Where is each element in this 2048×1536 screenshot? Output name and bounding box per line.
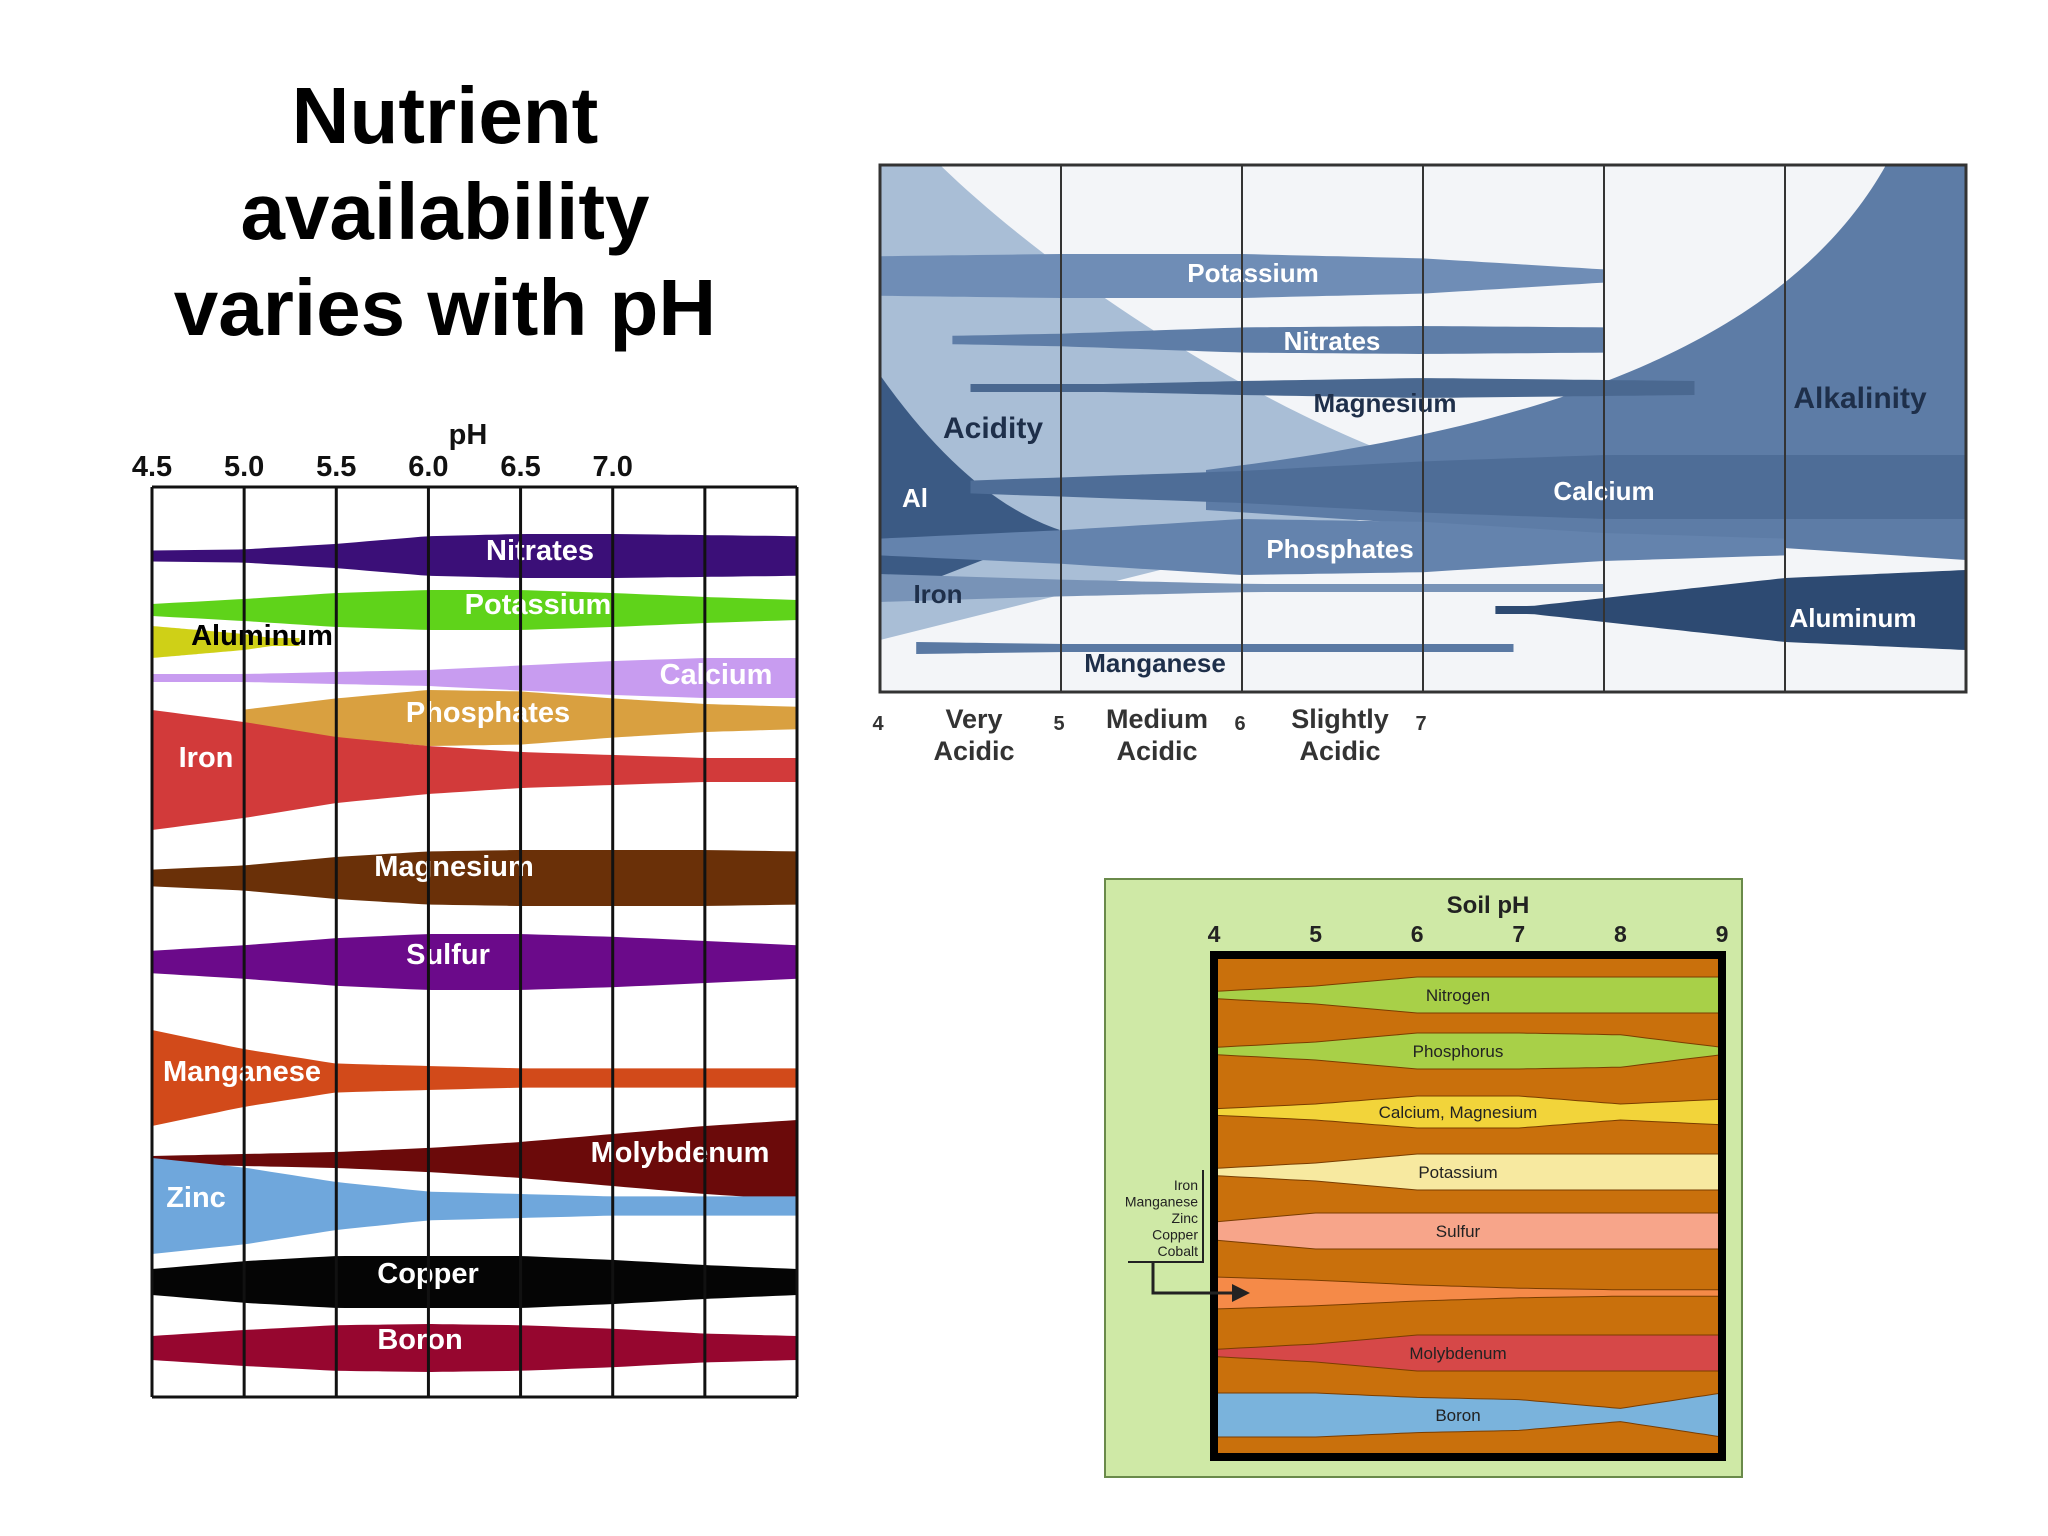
label-magnesium: Magnesium — [1313, 388, 1456, 418]
plot-frame — [1210, 951, 1726, 1461]
band-aluminum — [152, 626, 300, 658]
label-nitrates: Nitrates — [1284, 326, 1381, 356]
band-sulfur — [152, 934, 797, 990]
category-label-medium-acidic: Medium Acidic — [1106, 704, 1208, 766]
bracket-label-copper: Copper — [1152, 1227, 1198, 1243]
band-aluminum — [1495, 570, 1966, 650]
label-al: Al — [902, 483, 928, 513]
category-word: Acidic — [1116, 736, 1197, 766]
label-boron: Boron — [1435, 1406, 1480, 1425]
tick-label: 4 — [1208, 921, 1221, 947]
label-molybdenum: Molybdenum — [1409, 1344, 1506, 1363]
band-molybdenum — [152, 1120, 797, 1200]
tick-label: 5.5 — [316, 451, 356, 483]
band-manganese — [152, 1030, 797, 1126]
category-label-very-acidic: Very Acidic — [933, 704, 1014, 766]
tick-label: 7 — [1415, 713, 1426, 735]
band-iron — [152, 710, 797, 830]
label-sulfur: Sulfur — [406, 939, 490, 971]
bracket-arrow-line — [1151, 1262, 1232, 1295]
tick-label: 6.0 — [408, 451, 448, 483]
label-calcium: Calcium — [660, 659, 773, 691]
band-magnesium — [152, 850, 797, 906]
category-word: Very — [945, 704, 1002, 734]
tick-label: 8 — [1614, 921, 1627, 947]
bracket-arrowhead — [1232, 1284, 1250, 1302]
label-zinc: Zinc — [166, 1182, 226, 1214]
label-iron: Iron — [179, 742, 234, 774]
label-iron: Iron — [913, 579, 962, 609]
tick-label: 6 — [1411, 921, 1424, 947]
label-alkalinity: Alkalinity — [1793, 382, 1927, 415]
label-acidity: Acidity — [943, 412, 1043, 445]
category-word: Acidic — [1299, 736, 1380, 766]
bracket-label-cobalt: Cobalt — [1158, 1243, 1199, 1259]
label-aluminum: Aluminum — [191, 620, 333, 652]
tick-label: 7.0 — [593, 451, 633, 483]
label-aluminum: Aluminum — [1789, 603, 1916, 633]
tick-label: 6 — [1234, 713, 1245, 735]
label-potassium: Potassium — [1187, 258, 1319, 288]
tick-label: 9 — [1716, 921, 1729, 947]
band-manganese — [916, 642, 1514, 654]
plot-frame — [878, 163, 1968, 694]
tick-label: 7 — [1512, 921, 1525, 947]
label-boron: Boron — [377, 1324, 462, 1356]
plot-area — [1214, 955, 1722, 1457]
band-copper — [152, 1256, 797, 1308]
bracket-label-iron: Iron — [1174, 1177, 1198, 1193]
label-phosphates: Phosphates — [1266, 534, 1413, 564]
tick-label: 5 — [1309, 921, 1322, 947]
label-manganese: Manganese — [1084, 648, 1226, 678]
tick-label: 4 — [872, 713, 884, 735]
band-magnesium — [970, 378, 1695, 398]
band-potassium — [152, 590, 797, 630]
axis-label-ph: pH — [449, 419, 488, 451]
band-phosphates — [880, 519, 1785, 575]
label-molybdenum: Molybdenum — [591, 1137, 770, 1169]
label-sulfur: Sulfur — [1436, 1222, 1481, 1241]
category-word: Slightly — [1291, 704, 1389, 734]
band-boron — [152, 1324, 797, 1372]
bracket-label-manganese: Manganese — [1125, 1194, 1198, 1210]
label-phosphates: Phosphates — [406, 697, 570, 729]
label-calcium-magnesium: Calcium, Magnesium — [1379, 1103, 1538, 1122]
axis-title-soil-ph: Soil pH — [1447, 892, 1530, 919]
band-calcium — [152, 658, 797, 698]
band-calcium — [970, 455, 1966, 519]
label-potassium: Potassium — [1418, 1163, 1497, 1182]
label-nitrogen: Nitrogen — [1426, 986, 1490, 1005]
label-nitrates: Nitrates — [486, 535, 594, 567]
band-nitrates — [952, 326, 1604, 354]
label-phosphorus: Phosphorus — [1413, 1042, 1504, 1061]
label-potassium: Potassium — [465, 589, 612, 621]
band-nitrates — [152, 534, 797, 578]
label-magnesium: Magnesium — [374, 851, 534, 883]
band-zinc — [152, 1158, 797, 1254]
category-word: Acidic — [933, 736, 1014, 766]
tick-label: 4.5 — [132, 451, 172, 483]
category-word: Medium — [1106, 704, 1208, 734]
tick-label: 5.0 — [224, 451, 264, 483]
tick-label: 5 — [1053, 713, 1064, 735]
bracket-label-zinc: Zinc — [1172, 1210, 1198, 1226]
category-label-slightly-acidic: Slightly Acidic — [1291, 704, 1389, 766]
slide-title: Nutrient availability varies with pH — [173, 71, 717, 352]
label-manganese: Manganese — [163, 1056, 321, 1088]
tick-label: 6.5 — [500, 451, 540, 483]
